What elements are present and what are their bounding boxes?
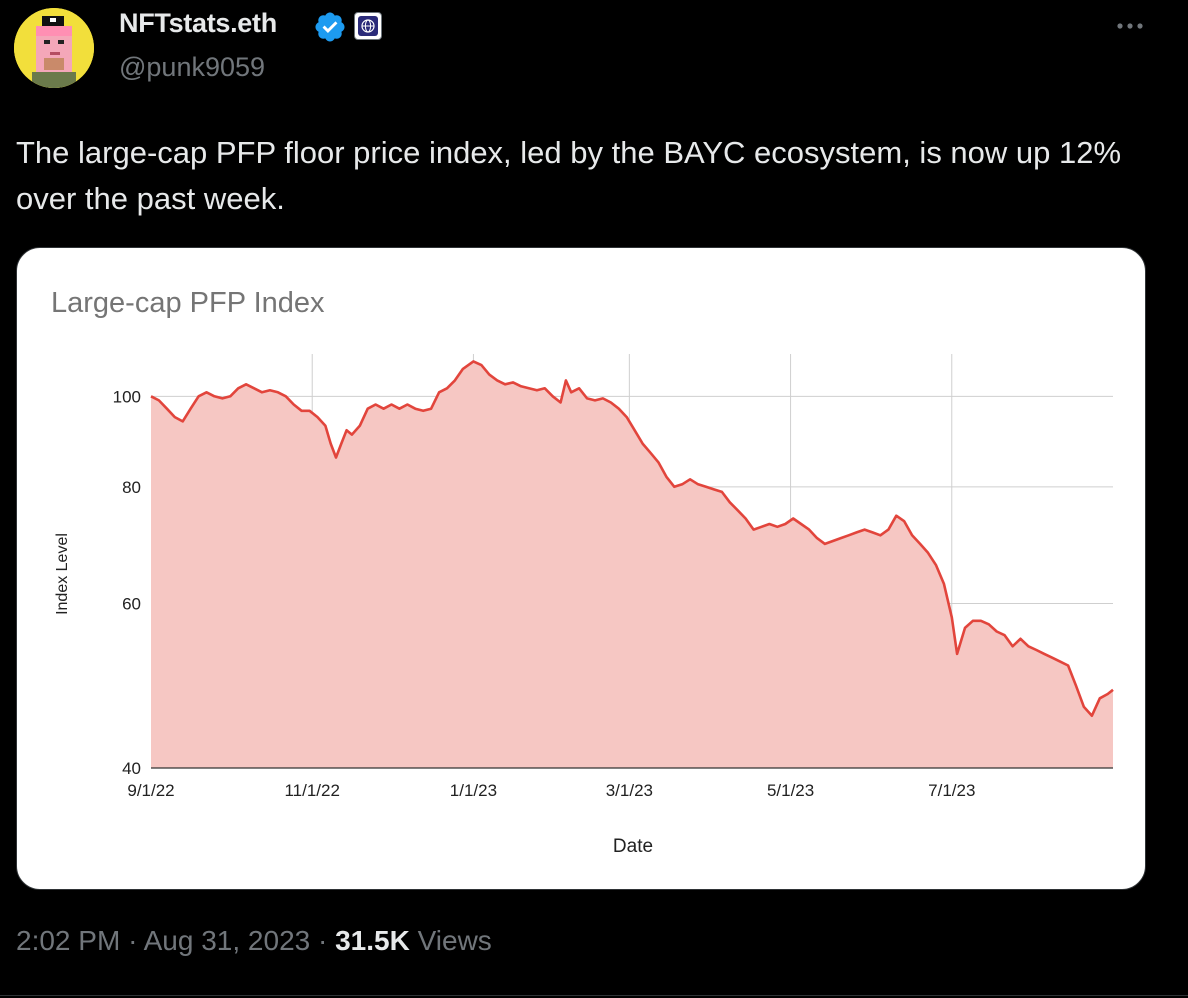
tweet-date[interactable]: Aug 31, 2023 <box>143 925 311 956</box>
chart-title: Large-cap PFP Index <box>51 287 325 319</box>
x-axis-label: Date <box>613 836 653 857</box>
x-tick-label: 7/1/23 <box>928 781 975 800</box>
tweet-media-chart[interactable]: Large-cap PFP Index 40 60 80 100 9/1/22 11/1… <box>16 247 1146 890</box>
x-tick-label: 11/1/22 <box>284 781 339 800</box>
y-tick-label: 60 <box>122 595 141 614</box>
verified-badge-icon <box>315 12 345 42</box>
more-horizontal-icon <box>1117 23 1143 29</box>
more-options-button[interactable] <box>1110 6 1150 46</box>
pixel-punk-avatar-icon <box>14 8 94 88</box>
meta-separator: · <box>318 925 328 956</box>
avatar[interactable] <box>14 8 94 88</box>
meta-separator: · <box>128 925 138 956</box>
affiliate-badge[interactable] <box>354 12 382 40</box>
y-axis-label: Index Level <box>54 533 71 615</box>
y-tick-label: 100 <box>113 387 141 406</box>
x-tick-label: 9/1/22 <box>127 781 174 800</box>
author-handle[interactable]: @punk9059 <box>119 52 266 82</box>
views-count: 31.5K <box>335 925 410 956</box>
series-area <box>151 361 1113 768</box>
chart-svg: Large-cap PFP Index 40 60 80 100 9/1/22 11/1… <box>51 287 1114 857</box>
x-tick-label: 5/1/23 <box>767 781 814 800</box>
globe-badge-icon <box>358 16 378 36</box>
series-line <box>150 360 1114 717</box>
tweet-time[interactable]: 2:02 PM <box>16 925 121 956</box>
x-tick-label: 1/1/23 <box>450 781 497 800</box>
y-tick-label: 40 <box>122 759 141 778</box>
y-tick-label: 80 <box>122 478 141 497</box>
views-label: Views <box>417 925 492 956</box>
tweet-meta: 2:02 PM · Aug 31, 2023 · 31.5K Views <box>16 925 492 957</box>
x-tick-label: 3/1/23 <box>606 781 653 800</box>
divider <box>0 995 1188 996</box>
tweet-text: The large-cap PFP floor price index, led… <box>16 135 1122 216</box>
author-display-name[interactable]: NFTstats.eth <box>119 8 277 38</box>
